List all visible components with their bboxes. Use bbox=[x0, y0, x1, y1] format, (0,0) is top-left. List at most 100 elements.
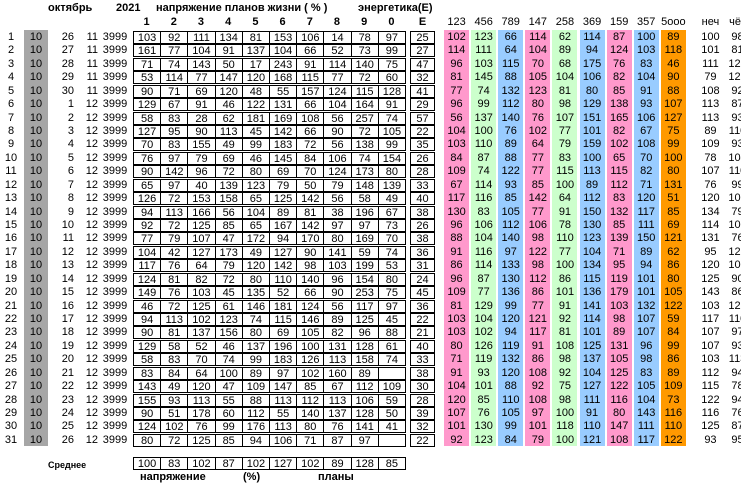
year: 3999 bbox=[102, 339, 128, 352]
month: 12 bbox=[85, 111, 98, 124]
column-header: 1 bbox=[143, 16, 150, 28]
group-column-bg bbox=[552, 30, 578, 446]
year: 3999 bbox=[102, 192, 128, 205]
group-cell: 104 bbox=[555, 71, 575, 84]
group-cell: 115 bbox=[610, 165, 628, 178]
average-cell: 85 bbox=[377, 457, 406, 470]
value-cell: 243 bbox=[269, 57, 298, 71]
e-cell: 24 bbox=[410, 272, 435, 286]
e-cell: 45 bbox=[410, 286, 435, 300]
group-column-bg bbox=[498, 30, 524, 446]
group-cell: 122 bbox=[728, 299, 741, 312]
group-cell: 116 bbox=[610, 393, 628, 406]
group-cell: 100 bbox=[555, 178, 575, 191]
value-cell: 99 bbox=[241, 138, 270, 152]
value-cell: 99 bbox=[214, 420, 243, 434]
group-cell: 104 bbox=[447, 125, 466, 137]
group-cell: 101 bbox=[528, 420, 548, 433]
gray-value: 10 bbox=[29, 299, 43, 312]
e-cell: 38 bbox=[410, 366, 435, 380]
value-cell: 80 bbox=[241, 326, 270, 340]
year: 3999 bbox=[102, 259, 128, 272]
value-cell: 58 bbox=[133, 353, 162, 367]
group-cell: 109 bbox=[447, 165, 466, 178]
group-cell: 97 bbox=[531, 407, 544, 420]
column-header: 5 bbox=[252, 16, 259, 28]
value-cell: 70 bbox=[187, 353, 216, 367]
day: 15 bbox=[61, 286, 74, 299]
gray-value: 10 bbox=[29, 57, 43, 70]
group-cell: 86 bbox=[531, 353, 544, 366]
group-cell: 98 bbox=[558, 98, 572, 111]
value-cell: 72 bbox=[350, 71, 379, 85]
group-cell: 104 bbox=[528, 44, 548, 57]
group-cell: 111 bbox=[475, 44, 492, 57]
value-cell: 89 bbox=[241, 366, 270, 380]
group-cell: 70 bbox=[640, 151, 653, 164]
day: 18 bbox=[61, 326, 74, 339]
value-cell: 45 bbox=[214, 286, 243, 300]
value-cell: 123 bbox=[241, 178, 270, 192]
group-cell: 138 bbox=[609, 98, 629, 111]
group-cell: 89 bbox=[640, 245, 653, 258]
row-number: 26 bbox=[4, 366, 18, 379]
group-cell: 86 bbox=[667, 259, 680, 272]
month: 12 bbox=[85, 205, 98, 218]
row-number: 16 bbox=[4, 232, 18, 245]
value-cell: 52 bbox=[269, 286, 298, 300]
group-cell: 75 bbox=[667, 125, 680, 137]
column-header: 8 bbox=[333, 16, 341, 28]
group-cell: 110 bbox=[501, 393, 520, 406]
group-cell: 117 bbox=[529, 326, 547, 339]
value-cell: 253 bbox=[350, 286, 379, 300]
value-cell: 90 bbox=[187, 125, 216, 138]
group-cell: 126 bbox=[474, 339, 493, 352]
gray-value: 10 bbox=[29, 44, 43, 57]
group-cell: 150 bbox=[582, 205, 602, 218]
row-number: 29 bbox=[4, 407, 18, 420]
group-cell: 76 bbox=[613, 57, 626, 70]
group-cell: 134 bbox=[582, 259, 602, 272]
group-cell: 94 bbox=[731, 393, 741, 406]
value-cell: 81 bbox=[296, 205, 325, 219]
group-cell: 91 bbox=[558, 205, 572, 218]
group-cell: 104 bbox=[637, 71, 656, 84]
group-cell: 81 bbox=[450, 299, 463, 312]
column-header: 9 bbox=[361, 16, 368, 28]
value-cell: 91 bbox=[214, 44, 243, 58]
value-cell: 72 bbox=[350, 125, 379, 138]
group-cell: 114 bbox=[529, 31, 547, 43]
value-cell: 140 bbox=[296, 407, 325, 421]
value-cell: 55 bbox=[269, 407, 298, 421]
group-cell: 104 bbox=[582, 245, 602, 258]
group-cell: 85 bbox=[613, 219, 626, 232]
value-cell: 46 bbox=[133, 299, 162, 313]
group-cell: 103 bbox=[609, 299, 629, 312]
group-cell: 103 bbox=[447, 138, 466, 151]
value-cell: 69 bbox=[269, 165, 298, 179]
value-cell: 70 bbox=[133, 138, 162, 152]
group-cell: 119 bbox=[474, 353, 493, 366]
e-header: E bbox=[418, 16, 427, 28]
row-number: 30 bbox=[4, 420, 18, 433]
group-cell: 84 bbox=[667, 326, 680, 339]
day: 24 bbox=[61, 407, 74, 420]
value-cell: 47 bbox=[214, 380, 243, 394]
row-number: 13 bbox=[4, 192, 18, 205]
group-cell: 127 bbox=[664, 111, 683, 124]
group-cell: 131 bbox=[609, 339, 629, 352]
group-cell: 117 bbox=[637, 433, 655, 446]
value-cell: 154 bbox=[350, 272, 379, 286]
value-cell: 113 bbox=[160, 205, 189, 219]
group-cell: 90 bbox=[731, 272, 741, 285]
e-cell: 40 bbox=[410, 192, 435, 206]
group-cell: 122 bbox=[664, 433, 683, 446]
group-cell: 119 bbox=[501, 339, 520, 352]
group-cell: 76 bbox=[704, 178, 717, 191]
group-cell: 132 bbox=[501, 84, 520, 97]
group-cell: 133 bbox=[501, 259, 520, 272]
group-cell: 77 bbox=[450, 84, 463, 97]
value-cell: 153 bbox=[269, 31, 298, 44]
group-cell: 116 bbox=[701, 407, 720, 420]
group-cell: 143 bbox=[701, 286, 720, 299]
